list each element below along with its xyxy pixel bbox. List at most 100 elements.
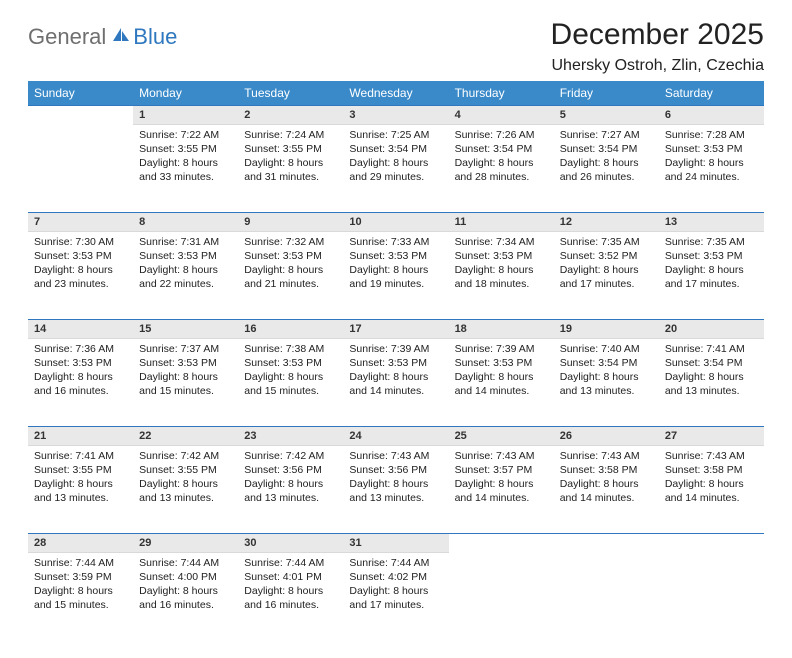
daylight-text: Daylight: 8 hours and 31 minutes. (244, 156, 337, 184)
day-number-cell: 6 (659, 105, 764, 124)
sunrise-text: Sunrise: 7:37 AM (139, 342, 232, 356)
daylight-text: Daylight: 8 hours and 24 minutes. (665, 156, 758, 184)
sunset-text: Sunset: 3:55 PM (139, 142, 232, 156)
day-details-cell: Sunrise: 7:25 AMSunset: 3:54 PMDaylight:… (343, 124, 448, 212)
day-details-cell: Sunrise: 7:32 AMSunset: 3:53 PMDaylight:… (238, 231, 343, 319)
day-details-cell: Sunrise: 7:44 AMSunset: 3:59 PMDaylight:… (28, 552, 133, 640)
day-number-cell: 30 (238, 533, 343, 552)
day-number: 7 (34, 216, 40, 228)
daynum-row: 78910111213 (28, 212, 764, 231)
day-number-cell: 1 (133, 105, 238, 124)
day-details-cell: Sunrise: 7:35 AMSunset: 3:53 PMDaylight:… (659, 231, 764, 319)
sunrise-text: Sunrise: 7:43 AM (665, 449, 758, 463)
daylight-text: Daylight: 8 hours and 29 minutes. (349, 156, 442, 184)
daynum-row: 28293031 (28, 533, 764, 552)
day-number-cell: 25 (449, 426, 554, 445)
day-details-cell: Sunrise: 7:31 AMSunset: 3:53 PMDaylight:… (133, 231, 238, 319)
sunrise-text: Sunrise: 7:31 AM (139, 235, 232, 249)
weekday-header: Sunday (28, 81, 133, 106)
day-number-cell: 31 (343, 533, 448, 552)
day-details-cell: Sunrise: 7:44 AMSunset: 4:02 PMDaylight:… (343, 552, 448, 640)
day-number-cell: 15 (133, 319, 238, 338)
day-number-cell: 3 (343, 105, 448, 124)
day-number: 18 (455, 323, 467, 335)
sunset-text: Sunset: 3:53 PM (244, 356, 337, 370)
day-details-cell: Sunrise: 7:27 AMSunset: 3:54 PMDaylight:… (554, 124, 659, 212)
sunset-text: Sunset: 3:53 PM (349, 249, 442, 263)
day-number-cell (449, 533, 554, 552)
day-number: 11 (455, 216, 467, 228)
daylight-text: Daylight: 8 hours and 14 minutes. (455, 370, 548, 398)
details-row: Sunrise: 7:41 AMSunset: 3:55 PMDaylight:… (28, 445, 764, 533)
sunrise-text: Sunrise: 7:22 AM (139, 128, 232, 142)
weekday-header: Friday (554, 81, 659, 106)
daylight-text: Daylight: 8 hours and 33 minutes. (139, 156, 232, 184)
day-number: 4 (455, 109, 461, 121)
sunrise-text: Sunrise: 7:36 AM (34, 342, 127, 356)
daylight-text: Daylight: 8 hours and 13 minutes. (34, 477, 127, 505)
day-number-cell: 26 (554, 426, 659, 445)
day-number: 1 (139, 109, 145, 121)
day-details-cell: Sunrise: 7:28 AMSunset: 3:53 PMDaylight:… (659, 124, 764, 212)
weekday-header: Wednesday (343, 81, 448, 106)
day-details-cell: Sunrise: 7:38 AMSunset: 3:53 PMDaylight:… (238, 338, 343, 426)
day-number: 30 (244, 537, 256, 549)
sunrise-text: Sunrise: 7:44 AM (139, 556, 232, 570)
day-details-cell: Sunrise: 7:22 AMSunset: 3:55 PMDaylight:… (133, 124, 238, 212)
sunrise-text: Sunrise: 7:28 AM (665, 128, 758, 142)
day-number: 27 (665, 430, 677, 442)
daylight-text: Daylight: 8 hours and 13 minutes. (244, 477, 337, 505)
calendar-table: Sunday Monday Tuesday Wednesday Thursday… (28, 81, 764, 641)
day-number: 17 (349, 323, 361, 335)
day-number-cell: 10 (343, 212, 448, 231)
location-label: Uhersky Ostroh, Zlin, Czechia (551, 57, 764, 75)
sunset-text: Sunset: 3:56 PM (349, 463, 442, 477)
day-details-cell: Sunrise: 7:34 AMSunset: 3:53 PMDaylight:… (449, 231, 554, 319)
daylight-text: Daylight: 8 hours and 17 minutes. (349, 584, 442, 612)
day-number-cell: 14 (28, 319, 133, 338)
day-number-cell: 11 (449, 212, 554, 231)
daylight-text: Daylight: 8 hours and 15 minutes. (34, 584, 127, 612)
day-number: 2 (244, 109, 250, 121)
day-number-cell (554, 533, 659, 552)
daylight-text: Daylight: 8 hours and 22 minutes. (139, 263, 232, 291)
sunset-text: Sunset: 4:00 PM (139, 570, 232, 584)
day-number-cell: 21 (28, 426, 133, 445)
daylight-text: Daylight: 8 hours and 13 minutes. (349, 477, 442, 505)
day-number-cell: 2 (238, 105, 343, 124)
day-number-cell: 29 (133, 533, 238, 552)
day-number-cell: 22 (133, 426, 238, 445)
sunset-text: Sunset: 3:53 PM (34, 356, 127, 370)
sunrise-text: Sunrise: 7:43 AM (455, 449, 548, 463)
sunset-text: Sunset: 3:55 PM (244, 142, 337, 156)
sunset-text: Sunset: 3:54 PM (349, 142, 442, 156)
sunset-text: Sunset: 3:53 PM (455, 249, 548, 263)
day-number: 15 (139, 323, 151, 335)
day-details-cell (28, 124, 133, 212)
day-details-cell: Sunrise: 7:44 AMSunset: 4:01 PMDaylight:… (238, 552, 343, 640)
sunrise-text: Sunrise: 7:39 AM (455, 342, 548, 356)
day-details-cell: Sunrise: 7:24 AMSunset: 3:55 PMDaylight:… (238, 124, 343, 212)
day-details-cell: Sunrise: 7:41 AMSunset: 3:55 PMDaylight:… (28, 445, 133, 533)
day-number-cell: 19 (554, 319, 659, 338)
sunrise-text: Sunrise: 7:30 AM (34, 235, 127, 249)
details-row: Sunrise: 7:30 AMSunset: 3:53 PMDaylight:… (28, 231, 764, 319)
daylight-text: Daylight: 8 hours and 16 minutes. (139, 584, 232, 612)
weekday-header: Monday (133, 81, 238, 106)
sunrise-text: Sunrise: 7:34 AM (455, 235, 548, 249)
sunset-text: Sunset: 3:53 PM (139, 249, 232, 263)
day-number: 23 (244, 430, 256, 442)
sunrise-text: Sunrise: 7:41 AM (34, 449, 127, 463)
day-number: 5 (560, 109, 566, 121)
day-number: 25 (455, 430, 467, 442)
sunset-text: Sunset: 3:53 PM (665, 249, 758, 263)
day-number: 20 (665, 323, 677, 335)
daylight-text: Daylight: 8 hours and 14 minutes. (349, 370, 442, 398)
sunrise-text: Sunrise: 7:32 AM (244, 235, 337, 249)
day-number-cell: 12 (554, 212, 659, 231)
day-details-cell: Sunrise: 7:37 AMSunset: 3:53 PMDaylight:… (133, 338, 238, 426)
day-details-cell: Sunrise: 7:36 AMSunset: 3:53 PMDaylight:… (28, 338, 133, 426)
title-block: December 2025 Uhersky Ostroh, Zlin, Czec… (551, 18, 764, 75)
sunset-text: Sunset: 3:53 PM (349, 356, 442, 370)
daylight-text: Daylight: 8 hours and 18 minutes. (455, 263, 548, 291)
